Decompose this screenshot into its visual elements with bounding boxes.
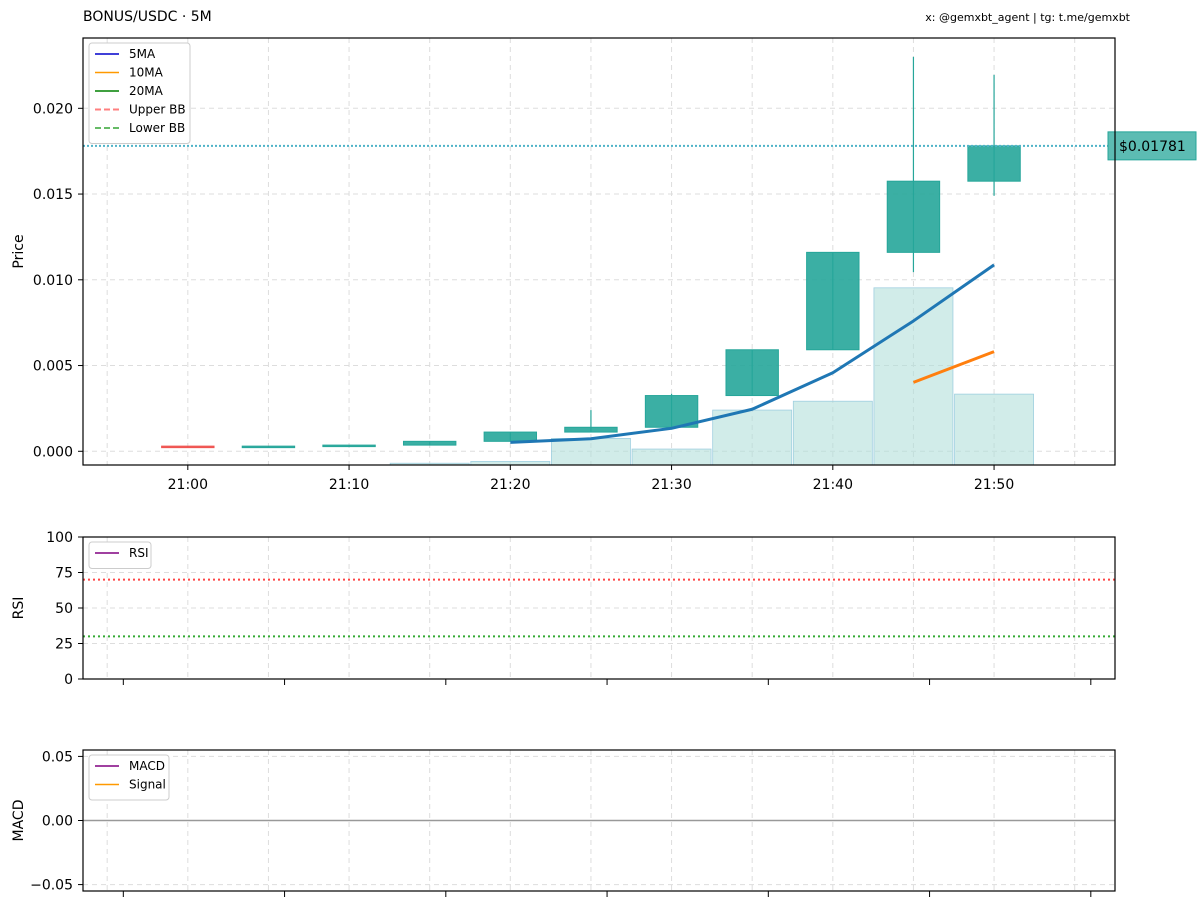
last-price-label: $0.01781: [1119, 139, 1186, 155]
price-x-tick-label: 21:20: [490, 477, 530, 493]
price-legend-label: 20MA: [129, 84, 164, 98]
rsi-y-tick-label: 50: [55, 601, 73, 617]
price-legend-label: Upper BB: [129, 103, 186, 117]
rsi-legend-label: RSI: [129, 546, 149, 560]
price-frame: [82, 37, 1116, 466]
macd-legend: MACD Signal: [88, 754, 170, 801]
rsi-y-axis-label: RSI: [11, 597, 27, 620]
candle-body: [886, 180, 941, 253]
credit-text: x: @gemxbt_agent | tg: t.me/gemxbt: [925, 11, 1130, 24]
macd-y-tick-label: 0.05: [42, 749, 73, 765]
price-y-tick-label: 0.015: [33, 187, 73, 203]
price-y-tick-label: 0.010: [33, 273, 73, 289]
candle-body: [564, 426, 618, 433]
volume-bar: [551, 438, 631, 466]
price-y-tick-label: 0.005: [33, 359, 73, 375]
volume-bar: [712, 409, 793, 466]
macd-y-tick-label: 0.00: [42, 814, 73, 830]
price-x-tick-label: 21:50: [974, 477, 1014, 493]
rsi-legend: RSI: [88, 541, 152, 569]
rsi-y-tick-label: 100: [46, 530, 73, 546]
volume-bar: [792, 400, 873, 466]
price-x-tick-label: 21:40: [813, 477, 853, 493]
rsi-y-tick-label: 75: [55, 566, 73, 582]
rsi-y-tick-label: 0: [64, 672, 73, 688]
macd-y-axis-label: MACD: [11, 800, 27, 842]
rsi-frame: [82, 536, 1116, 680]
price-x-tick-label: 21:00: [168, 477, 208, 493]
ma-line-5ma: [510, 263, 995, 444]
candle-body: [402, 440, 457, 446]
price-x-tick-label: 21:30: [651, 477, 691, 493]
price-y-tick-label: 0.000: [33, 444, 73, 460]
candle-body: [644, 395, 699, 428]
macd-frame: [82, 749, 1116, 892]
price-legend: 5MA 10MA 20MA Upper BB Lower BB: [88, 42, 191, 144]
price-legend-label: 5MA: [129, 47, 156, 61]
rsi-y-tick-label: 25: [55, 637, 73, 653]
price-y-axis-label: Price: [11, 234, 27, 268]
volume-bar: [873, 287, 954, 466]
price-y-tick-label: 0.020: [33, 101, 73, 117]
page-title: BONUS/USDC · 5M: [83, 9, 212, 25]
macd-legend-label: Signal: [129, 778, 166, 792]
volume-bar: [954, 393, 1034, 466]
price-legend-label: Lower BB: [129, 121, 185, 135]
macd-y-tick-label: −0.05: [30, 878, 73, 894]
candle-body: [483, 431, 538, 442]
volume-bar: [631, 448, 712, 466]
price-legend-label: 10MA: [129, 66, 164, 80]
rsi-legend-box: [88, 541, 152, 569]
macd-legend-label: MACD: [129, 759, 165, 773]
price-x-tick-label: 21:10: [329, 477, 369, 493]
candle-body: [161, 445, 215, 449]
candle-body: [322, 444, 376, 448]
candle-body: [241, 445, 296, 449]
candle-body: [806, 251, 860, 351]
price-legend-box: [88, 42, 191, 144]
ma-line-10ma: [912, 350, 995, 384]
candle-body: [725, 349, 779, 397]
candle-body: [967, 145, 1021, 182]
last-price-tag: [1107, 131, 1197, 161]
